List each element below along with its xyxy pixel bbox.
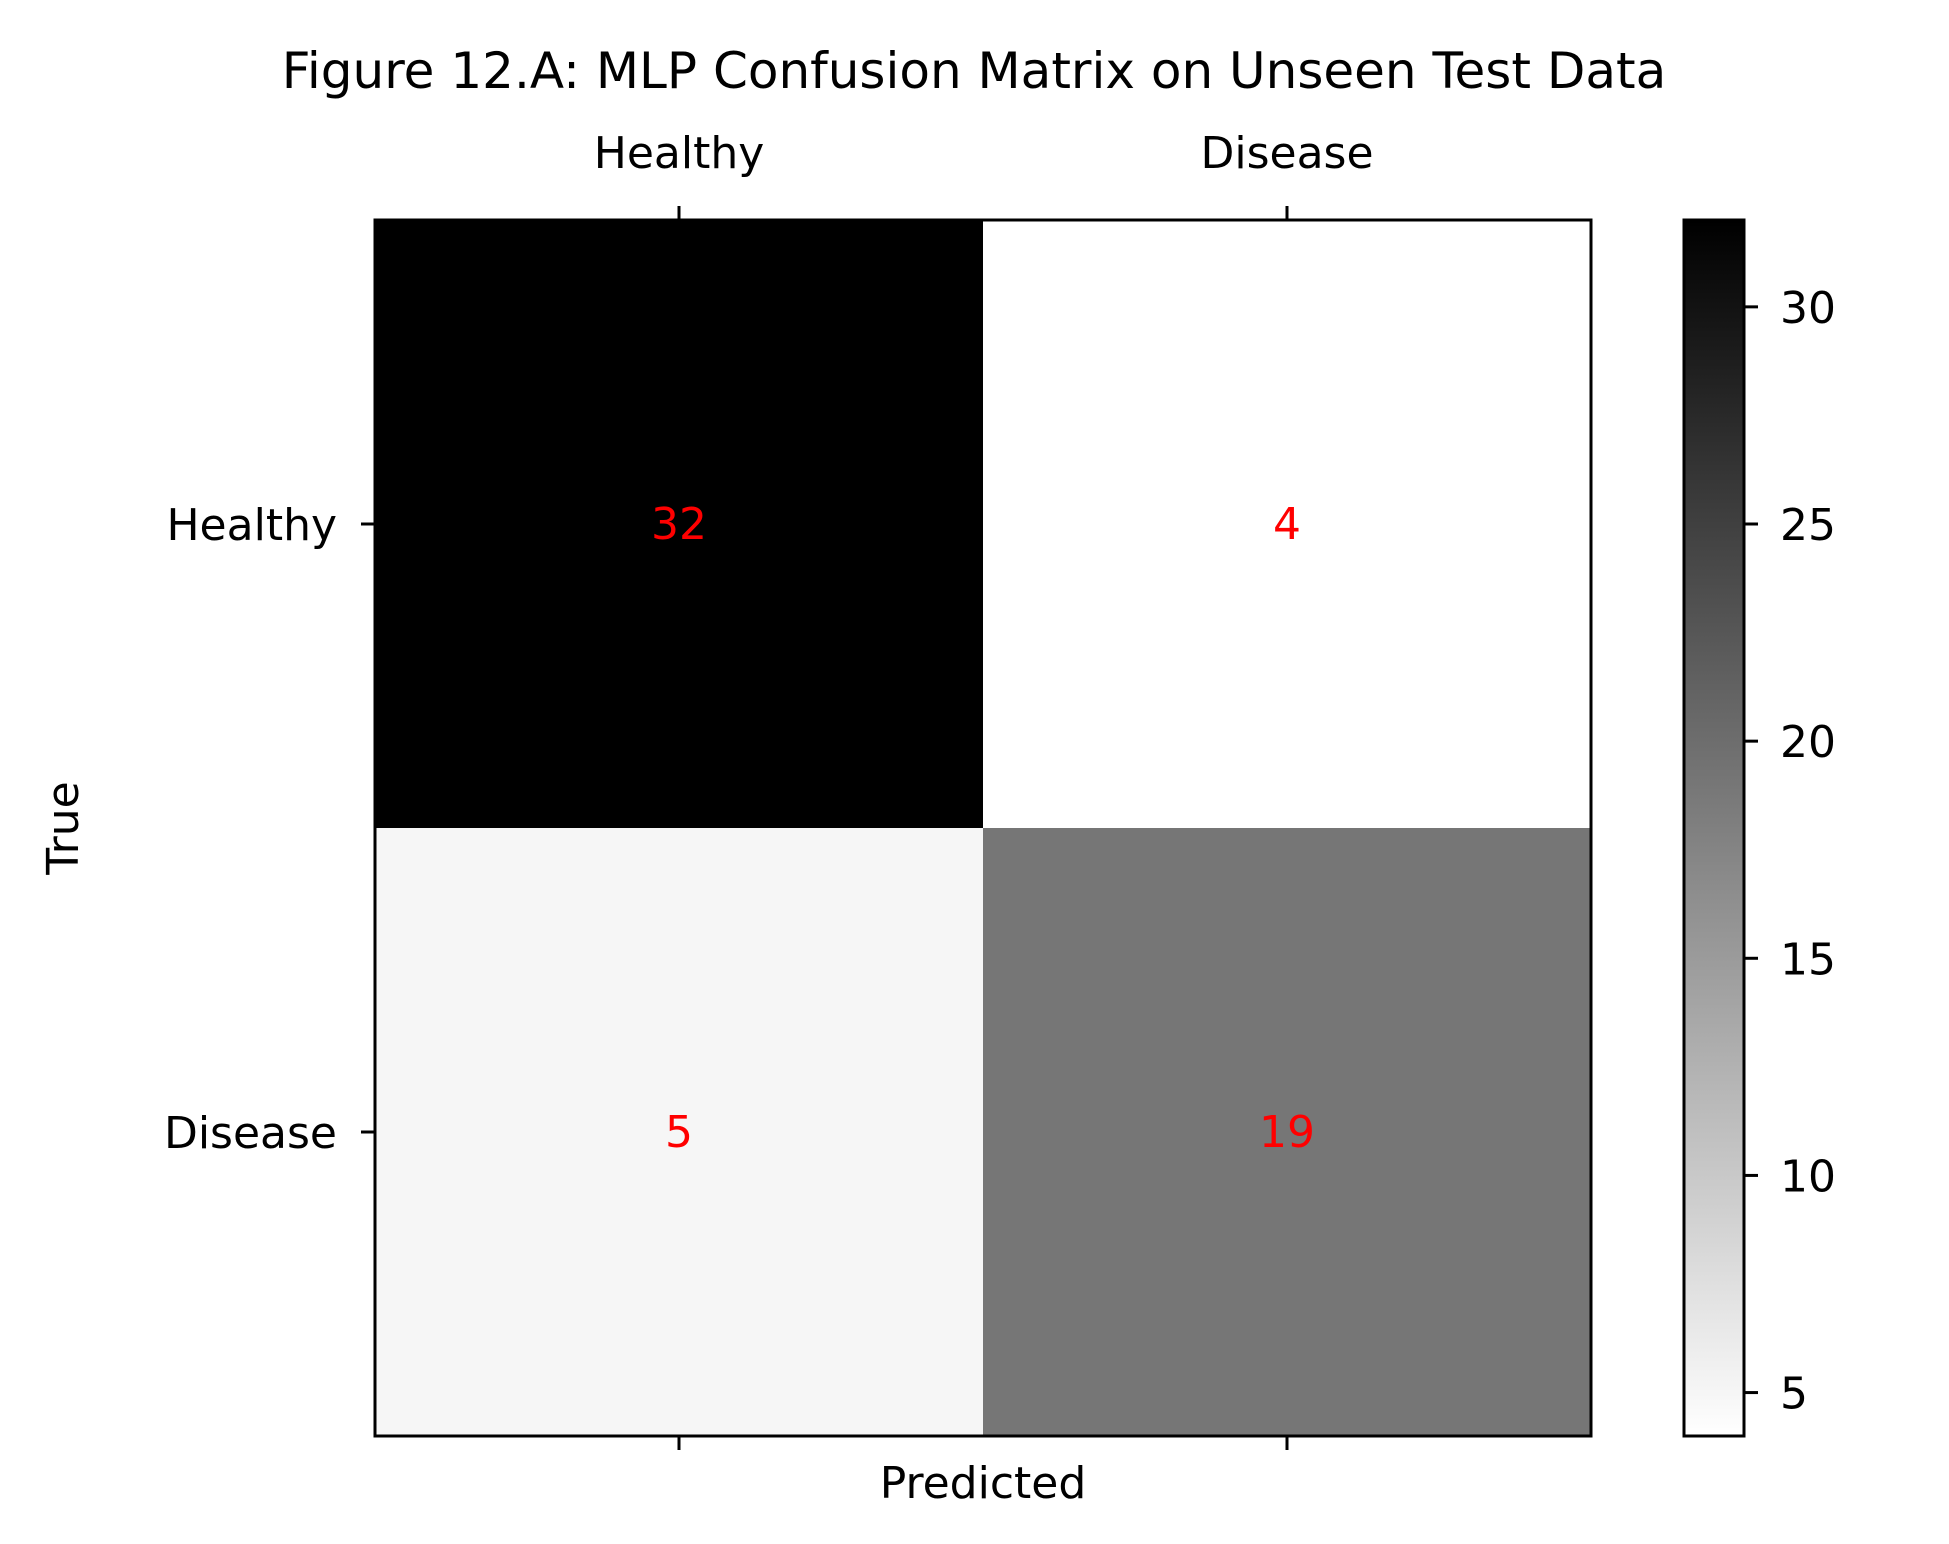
heatmap-cells — [375, 220, 1591, 1436]
cell-value-label: 5 — [665, 1107, 693, 1158]
y-axis-label: True — [38, 781, 89, 875]
colorbar — [1682, 218, 1746, 1438]
colorbar-tick-label: 5 — [1780, 1369, 1808, 1420]
cell-value-labels: 32 4 5 19 — [651, 499, 1315, 1158]
x-tick-label: Disease — [1200, 128, 1373, 179]
y-tick-label: Disease — [164, 1108, 337, 1159]
x-axis-ticks: Healthy Disease — [594, 128, 1374, 1450]
heatmap-cell — [375, 828, 983, 1436]
colorbar-tick-label: 15 — [1780, 934, 1836, 985]
chart-title: Figure 12.A: MLP Confusion Matrix on Uns… — [282, 42, 1666, 100]
heatmap-cell — [983, 828, 1591, 1436]
x-axis-label: Predicted — [880, 1458, 1087, 1509]
cell-value-label: 19 — [1259, 1107, 1315, 1158]
colorbar-tick-label: 10 — [1780, 1151, 1836, 1202]
heatmap-cell — [375, 220, 983, 828]
plot-frame — [373, 218, 1593, 1438]
colorbar-tick-label: 25 — [1780, 500, 1836, 551]
y-axis-ticks: Healthy Disease — [164, 500, 375, 1159]
colorbar-tick-label: 30 — [1780, 283, 1836, 334]
x-tick-label: Healthy — [594, 128, 765, 179]
colorbar-ticks: 5 10 15 20 25 30 — [1744, 283, 1836, 1420]
colorbar-tick-label: 20 — [1780, 717, 1836, 768]
cell-value-label: 32 — [651, 499, 707, 550]
heatmap-cell — [983, 220, 1591, 828]
y-tick-label: Healthy — [166, 500, 337, 551]
cell-value-label: 4 — [1273, 499, 1301, 550]
